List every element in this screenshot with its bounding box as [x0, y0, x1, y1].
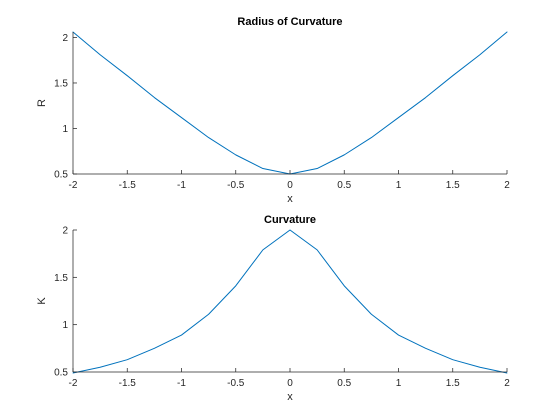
y-tick-label: 1: [62, 124, 68, 135]
x-tick-label: -1.5: [119, 180, 137, 191]
chart-title: Radius of Curvature: [237, 16, 342, 28]
x-tick-label: 1.5: [446, 180, 460, 191]
x-tick-label: -1: [177, 180, 186, 191]
chart-1: -2 -1.5 -1 -0.5 0 0.5 1 1.5 2 0.5 1 1.5 2 Radius of C…: [36, 16, 510, 205]
x-tick-label: -0.5: [227, 378, 245, 389]
x-tick-label: 1: [396, 378, 402, 389]
y-tick-label: 1: [62, 320, 68, 331]
x-tick-label: 1: [396, 180, 402, 191]
x-tick-label: 0: [287, 378, 293, 389]
y-tick-label: 0.5: [54, 368, 68, 379]
x-axis-label: x: [287, 391, 293, 403]
plot-area: [73, 32, 507, 174]
x-tick-label: -2: [69, 378, 78, 389]
y-tick-label: 2: [62, 226, 68, 237]
x-tick-label: -1.5: [119, 378, 137, 389]
y-axis-label: R: [36, 99, 48, 107]
x-tick-label: 0: [287, 180, 293, 191]
y-tick-label: 2: [62, 33, 68, 44]
y-tick-label: 1.5: [54, 78, 68, 89]
plot-area: [73, 230, 507, 372]
x-axis-label: x: [287, 193, 293, 205]
x-tick-label: 0.5: [337, 180, 351, 191]
series-line: [72, 229, 508, 374]
x-tick-label: -1: [177, 378, 186, 389]
y-tick-label: 1.5: [54, 273, 68, 284]
x-tick-label: 2: [504, 180, 510, 191]
chart-2: -2 -1.5 -1 -0.5 0 0.5 1 1.5 2 0.5 1 1.5 2 Curvature x K: [36, 214, 510, 403]
chart-title: Curvature: [264, 214, 316, 226]
x-tick-label: -2: [69, 180, 78, 191]
x-tick-label: 0.5: [337, 378, 351, 389]
y-axis-label: K: [36, 297, 48, 305]
x-tick-label: 2: [504, 378, 510, 389]
y-tick-label: 0.5: [54, 170, 68, 181]
x-tick-label: 1.5: [446, 378, 460, 389]
x-tick-label: -0.5: [227, 180, 245, 191]
